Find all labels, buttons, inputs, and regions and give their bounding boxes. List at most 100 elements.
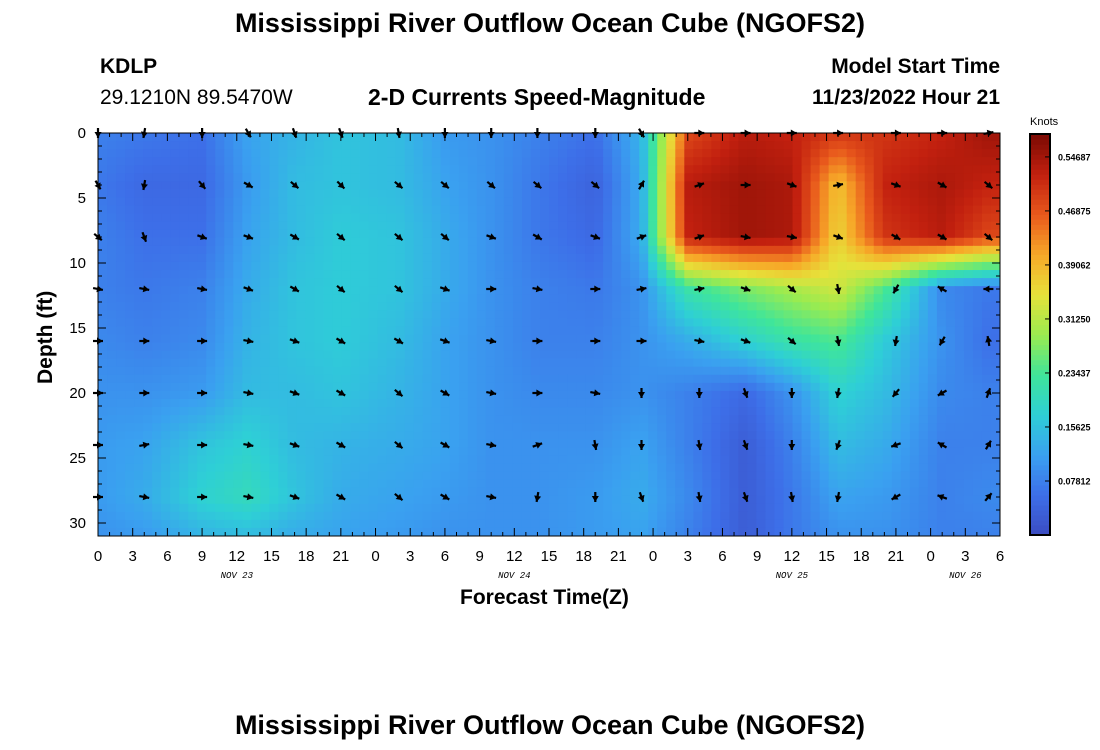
heatmap-cell [927,237,938,247]
heatmap-cell [918,374,929,384]
heatmap-cell [305,173,316,182]
heatmap-cell [98,390,108,400]
heatmap-cell [278,366,289,376]
heatmap-cell [422,342,433,352]
heatmap-cell [521,487,532,497]
heatmap-cell [98,197,108,207]
heatmap-cell [512,479,523,489]
heatmap-cell [972,439,983,448]
heatmap-cell [765,213,776,223]
heatmap-cell [269,165,279,174]
heatmap-cell [287,447,298,456]
heatmap-cell [323,374,334,384]
heatmap-cell [512,253,523,263]
heatmap-cell [287,237,298,247]
heatmap-cell [125,149,135,158]
heatmap-cell [152,326,162,336]
heatmap-cell [269,366,279,376]
heatmap-cell [215,149,225,158]
heatmap-cell [855,278,866,287]
heatmap-cell [494,487,505,497]
heatmap-cell [909,439,920,448]
heatmap-cell [594,431,604,440]
heatmap-cell [377,366,388,376]
heatmap-cell [296,390,307,400]
heatmap-cell [503,334,514,344]
heatmap-cell [539,221,550,231]
heatmap-cell [404,261,415,271]
heatmap-cell [675,149,685,158]
heatmap-cell [603,270,613,279]
heatmap-cell [539,431,550,440]
heatmap-cell [197,197,207,207]
heatmap-cell [98,463,108,473]
heatmap-cell [413,197,424,207]
heatmap-cell [314,253,325,263]
heatmap-cell [846,261,857,271]
heatmap-cell [711,245,721,255]
heatmap-cell [125,495,135,505]
heatmap-cell [774,141,785,150]
heatmap-cell [386,221,397,231]
heatmap-cell [774,261,785,271]
heatmap-cell [675,527,685,536]
heatmap-cell [332,165,343,174]
heatmap-cell [585,294,595,303]
heatmap-cell [485,157,496,166]
heatmap-cell [458,149,469,158]
heatmap-cell [422,503,433,513]
heatmap-cell [792,149,803,158]
heatmap-cell [467,310,478,319]
heatmap-cell [756,245,767,255]
heatmap-cell [765,197,776,207]
heatmap-cell [963,270,974,279]
heatmap-cell [675,487,685,497]
heatmap-cell [125,519,135,529]
heatmap-cell [341,423,352,432]
heatmap-cell [467,519,478,529]
heatmap-cell [711,503,721,513]
heatmap-cell [594,318,604,328]
heatmap-cell [846,286,857,295]
heatmap-cell [503,237,514,247]
heatmap-cell [747,407,758,416]
heatmap-cell [134,294,144,303]
heatmap-cell [675,326,685,336]
heatmap-cell [702,471,712,481]
heatmap-cell [440,382,451,392]
heatmap-cell [567,479,577,489]
heatmap-cell [404,141,415,150]
heatmap-cell [693,342,703,352]
heatmap-cell [918,350,929,360]
heatmap-cell [188,141,198,150]
heatmap-cell [891,527,902,536]
heatmap-cell [756,487,767,497]
heatmap-cell [260,398,270,408]
heatmap-cell [549,342,559,352]
heatmap-cell [125,318,135,328]
heatmap-cell [494,310,505,319]
heatmap-cell [792,415,803,424]
heatmap-cell [909,374,920,384]
heatmap-cell [233,205,243,215]
heatmap-cell [314,165,325,174]
heatmap-cell [963,439,974,448]
heatmap-cell [873,407,884,416]
heatmap-cell [738,415,749,424]
heatmap-cell [377,213,388,223]
heatmap-cell [873,310,884,319]
heatmap-cell [107,447,117,456]
heatmap-cell [314,173,325,182]
heatmap-cell [711,270,721,279]
heatmap-cell [296,407,307,416]
heatmap-cell [107,173,117,182]
heatmap-cell [269,350,279,360]
heatmap-cell [693,463,703,473]
heatmap-cell [503,165,514,174]
heatmap-cell [927,270,938,279]
heatmap-cell [512,398,523,408]
heatmap-cell [783,407,794,416]
heatmap-cell [864,415,875,424]
heatmap-cell [765,253,776,263]
heatmap-cell [161,133,171,142]
